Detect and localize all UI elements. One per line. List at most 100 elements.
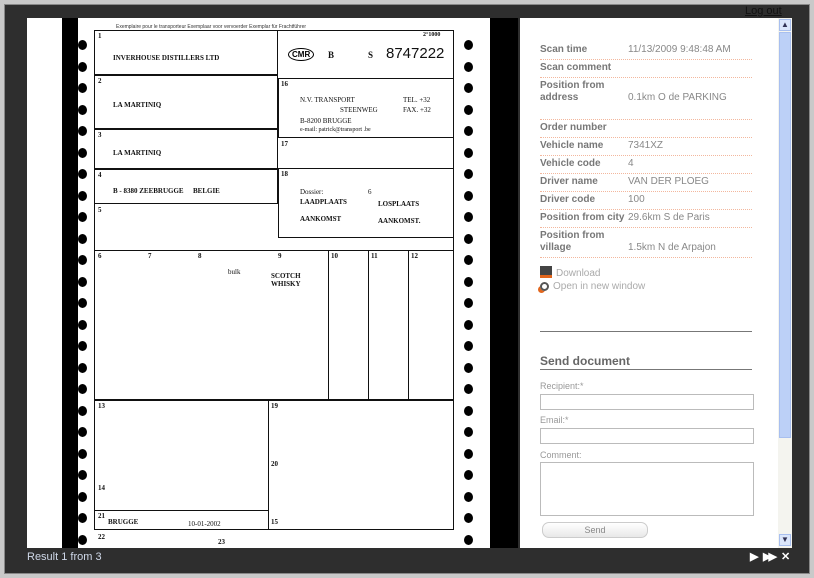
doc-established: BRUGGE — [108, 518, 139, 526]
feed-hole — [464, 212, 473, 222]
box-number: 2 — [98, 77, 102, 85]
divider — [328, 250, 329, 400]
doc-goods: SCOTCH — [271, 272, 301, 280]
divider — [540, 331, 752, 332]
feed-hole — [464, 298, 473, 308]
download-icon — [540, 266, 552, 278]
detail-value: 0.1km O de PARKING — [628, 92, 727, 103]
panel-scrollbar[interactable]: ▲ ▼ — [778, 18, 792, 548]
feed-hole — [464, 276, 473, 287]
feed-hole — [78, 384, 87, 394]
detail-label: Position from city — [540, 212, 625, 223]
feed-hole — [78, 491, 87, 502]
doc-aankomst: AANKOMST. — [378, 217, 421, 225]
feed-hole — [464, 427, 473, 437]
box-number: 10 — [331, 252, 338, 260]
detail-label: Driver code — [540, 194, 596, 205]
feed-hole — [464, 61, 473, 72]
box-number: 21 — [98, 512, 105, 520]
detail-row: Driver name VAN DER PLOEG — [540, 174, 752, 192]
box-number: 22 — [98, 533, 105, 541]
doc-laadplaats: LAADPLAATS — [300, 198, 347, 206]
email-input[interactable] — [540, 428, 754, 444]
scrollbar-thumb[interactable] — [779, 32, 791, 438]
feed-hole — [464, 40, 473, 50]
feed-hole — [464, 491, 473, 502]
box-carrier — [278, 78, 454, 138]
detail-value: 100 — [628, 194, 645, 205]
detail-value: 7341XZ — [628, 140, 664, 151]
doc-date: 10-01-2002 — [188, 520, 221, 528]
box-number: 17 — [281, 140, 288, 148]
close-button[interactable]: ✕ — [781, 551, 791, 563]
comment-label: Comment: — [540, 450, 582, 460]
doc-sender: INVERHOUSE DISTILLERS LTD — [113, 54, 220, 62]
doc-carrier: N.V. TRANSPORT — [300, 96, 355, 104]
feed-hole — [464, 384, 473, 394]
detail-value: 1.5km N de Arpajon — [628, 242, 716, 253]
scroll-down-button[interactable]: ▼ — [779, 534, 791, 546]
divider — [540, 369, 752, 370]
divider — [268, 400, 269, 530]
feed-hole — [464, 255, 473, 265]
feed-hole — [464, 362, 473, 373]
cmr-logo: CMR — [288, 48, 315, 61]
detail-row: Scan comment — [540, 60, 752, 78]
magnifier-icon — [540, 282, 549, 291]
divider — [408, 250, 409, 400]
box-number: 7 — [148, 252, 152, 260]
doc-dossier-value: 6 — [368, 188, 372, 196]
scan-edge-right — [490, 18, 518, 548]
detail-label: Order number — [540, 122, 607, 133]
next-button[interactable]: ▶ — [750, 551, 759, 563]
feed-hole — [78, 147, 87, 158]
detail-value: 11/13/2009 9:48:48 AM — [628, 44, 731, 55]
scroll-up-button[interactable]: ▲ — [779, 19, 791, 31]
doc-delivery: LA MARTINIQ — [113, 149, 162, 157]
comment-textarea[interactable] — [540, 462, 754, 516]
feed-hole — [78, 470, 87, 480]
feed-hole — [464, 83, 473, 93]
logout-link[interactable]: Log out — [745, 5, 782, 17]
box-number: 14 — [98, 484, 105, 492]
box-number: 3 — [98, 131, 102, 139]
detail-label: Position from address — [540, 80, 605, 103]
feed-hole — [464, 470, 473, 480]
document-viewer: Exemplaire pour le transporteur Exemplaa… — [27, 18, 518, 548]
last-button[interactable]: ▶▶ — [763, 551, 777, 563]
feed-hole — [78, 83, 87, 93]
detail-row: Vehicle code 4 — [540, 156, 752, 174]
feed-hole — [78, 298, 87, 308]
doc-aankomst: AANKOMST — [300, 215, 342, 223]
details-panel: Scan time 11/13/2009 9:48:48 AM Scan comm… — [520, 18, 778, 548]
box-sender — [94, 30, 278, 75]
detail-label: Vehicle code — [540, 158, 601, 169]
box-number: 15 — [271, 518, 278, 526]
feed-hole — [464, 190, 473, 201]
feed-hole — [78, 534, 87, 545]
detail-row: Vehicle name 7341XZ — [540, 138, 752, 156]
send-button[interactable]: Send — [542, 522, 648, 538]
cmr-s: S — [368, 50, 374, 60]
detail-row: Order number — [540, 120, 752, 138]
box-number: 20 — [271, 460, 278, 468]
detail-label: Scan time — [540, 44, 588, 55]
open-new-window-link[interactable]: Open in new window — [540, 281, 645, 292]
box-number: 11 — [371, 252, 378, 260]
detail-label: Driver name — [540, 176, 598, 187]
result-counter: Result 1 from 3 — [27, 551, 102, 563]
feed-hole — [78, 233, 87, 244]
box-number: 1 — [98, 32, 102, 40]
box-number: 4 — [98, 171, 102, 179]
feed-hole — [78, 255, 87, 265]
cmr-document-image: Exemplaire pour le transporteur Exemplaa… — [78, 18, 490, 548]
feed-hole — [78, 212, 87, 222]
download-link[interactable]: Download — [540, 266, 600, 279]
doc-consignee: LA MARTINIQ — [113, 101, 162, 109]
feed-hole — [464, 534, 473, 545]
recipient-input[interactable] — [540, 394, 754, 410]
doc-packing: bulk — [228, 268, 241, 276]
detail-value: 29.6km S de Paris — [628, 212, 710, 223]
feed-hole — [78, 126, 87, 136]
feed-hole — [464, 405, 473, 416]
